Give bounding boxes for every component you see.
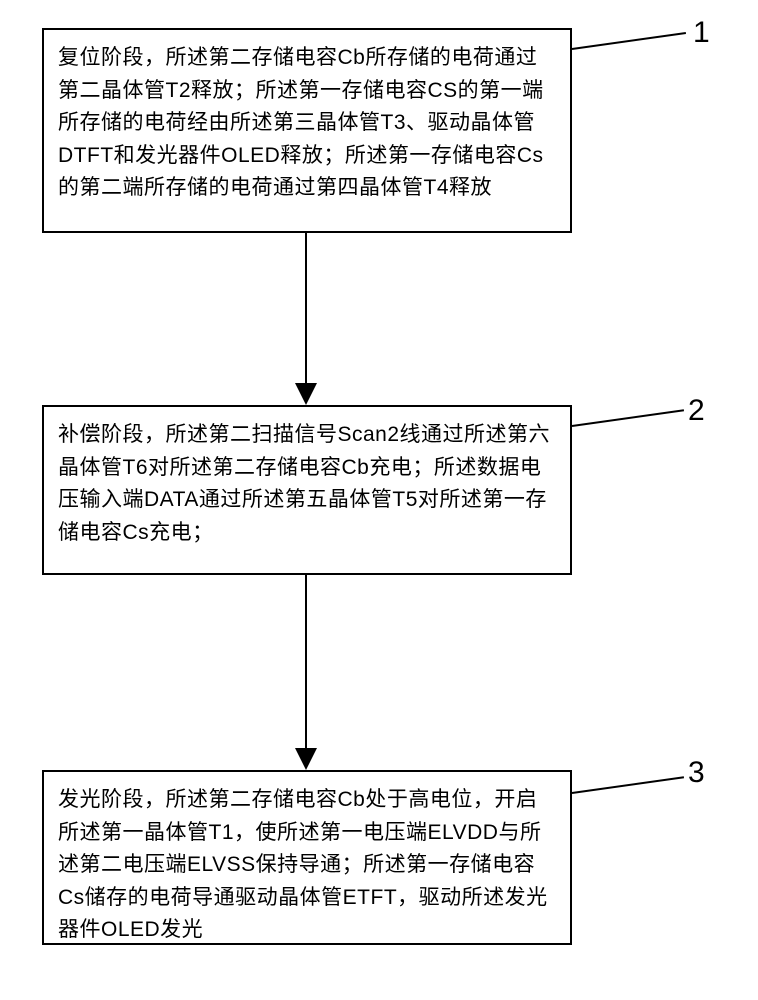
box-label: 3	[688, 756, 705, 790]
flowchart-container: 复位阶段，所述第二存储电容Cb所存储的电荷通过第二晶体管T2释放；所述第一存储电…	[0, 0, 758, 1000]
flow-connector	[305, 575, 307, 750]
box-label: 1	[693, 16, 710, 50]
box-text: 发光阶段，所述第二存储电容Cb处于高电位，开启所述第一晶体管T1，使所述第一电压…	[58, 788, 548, 941]
arrow-down-icon	[295, 748, 317, 770]
flowchart-box-emission-phase: 发光阶段，所述第二存储电容Cb处于高电位，开启所述第一晶体管T1，使所述第一电压…	[42, 770, 572, 945]
label-connector-line	[572, 32, 686, 50]
box-text: 复位阶段，所述第二存储电容Cb所存储的电荷通过第二晶体管T2释放；所述第一存储电…	[58, 46, 544, 199]
arrow-down-icon	[295, 383, 317, 405]
box-text: 补偿阶段，所述第二扫描信号Scan2线通过所述第六晶体管T6对所述第二存储电容C…	[58, 423, 550, 544]
label-connector-line	[572, 776, 684, 794]
label-connector-line	[572, 409, 684, 427]
flowchart-box-reset-phase: 复位阶段，所述第二存储电容Cb所存储的电荷通过第二晶体管T2释放；所述第一存储电…	[42, 28, 572, 233]
box-label: 2	[688, 394, 705, 428]
flow-connector	[305, 233, 307, 385]
flowchart-box-compensation-phase: 补偿阶段，所述第二扫描信号Scan2线通过所述第六晶体管T6对所述第二存储电容C…	[42, 405, 572, 575]
